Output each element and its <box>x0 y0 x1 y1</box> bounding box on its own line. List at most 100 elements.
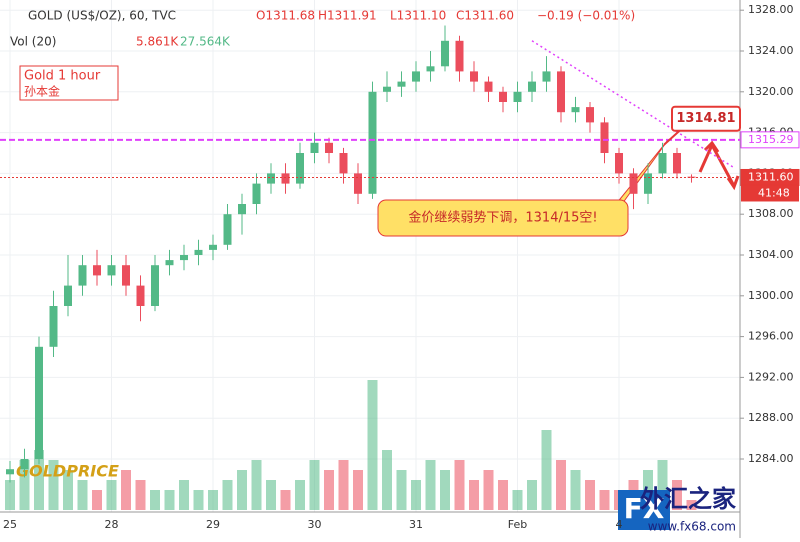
volume-bar <box>77 480 88 510</box>
candle-body <box>49 306 58 347</box>
candle-body <box>499 91 507 102</box>
candle-body <box>151 265 159 306</box>
candle-body <box>35 346 43 459</box>
candle-body <box>542 71 551 82</box>
volume-bar <box>266 480 276 510</box>
watermark-url: www.fx68.com <box>648 520 736 534</box>
volume-bar <box>657 460 668 510</box>
candle-body <box>673 153 681 174</box>
volume-bar <box>599 490 610 510</box>
candle-body <box>629 173 638 194</box>
volume-bar <box>48 460 59 510</box>
ohlc-high: H1311.91 <box>318 9 377 23</box>
volume-bar <box>672 480 682 510</box>
candle-body <box>687 176 696 178</box>
tag-title: Gold 1 hour <box>24 69 101 84</box>
annotation-box <box>377 199 629 237</box>
volume-ma: 27.564K <box>180 35 231 49</box>
volume-bar <box>512 490 523 510</box>
y-tick-label: 1288.00 <box>748 411 794 424</box>
countdown-tag <box>741 185 799 202</box>
candle-body <box>441 40 449 67</box>
annotation: 金价继续弱势下调，1314/15空! <box>408 210 597 226</box>
x-tick-label: 25 <box>3 518 17 531</box>
candle-body <box>107 265 116 276</box>
candle-body <box>339 153 348 174</box>
candle-body <box>223 214 232 245</box>
volume-bar <box>498 480 508 510</box>
volume-bar <box>309 460 320 510</box>
candle-body <box>557 71 565 113</box>
candle-body <box>383 86 391 92</box>
candle-body <box>325 142 333 153</box>
candle-body <box>281 173 290 184</box>
candle-body <box>571 107 580 113</box>
y-tick-label: 1304.00 <box>748 248 794 261</box>
candle-body <box>368 91 377 194</box>
price-tag-label: 1311.60 <box>748 170 794 183</box>
y-tick-label: 1292.00 <box>748 370 794 383</box>
watermark-cn: 外汇之家 <box>640 485 736 513</box>
candle-body <box>310 142 319 153</box>
candle-body <box>122 265 130 286</box>
candle-body <box>397 81 406 87</box>
volume-bar <box>324 470 334 510</box>
candle-body <box>658 153 667 174</box>
volume-bar <box>222 480 233 510</box>
y-tick-label: 1320.00 <box>748 85 794 98</box>
candle-body <box>470 71 478 82</box>
volume-bar <box>425 460 436 510</box>
candle-body <box>513 91 522 102</box>
candle-body <box>20 459 29 470</box>
candle-body <box>615 153 623 174</box>
volume-bar <box>686 500 697 510</box>
x-tick-label: 30 <box>308 518 322 531</box>
change: −0.19 (−0.01%) <box>537 9 635 23</box>
candle-body <box>93 265 101 276</box>
volume-bar <box>570 470 581 510</box>
candle-body <box>267 173 275 184</box>
y-tick-label: 1300.00 <box>748 289 794 302</box>
candle-body <box>6 469 14 475</box>
volume-bar <box>295 480 305 510</box>
candle-body <box>194 249 203 255</box>
x-tick-label: 4 <box>616 518 623 531</box>
tag-author: 孙本金 <box>24 84 60 99</box>
volume-bar <box>440 470 450 510</box>
candle-body <box>136 285 145 306</box>
candle-body <box>600 122 609 153</box>
price-tag-label: 1315.29 <box>748 133 794 146</box>
volume-bar <box>150 490 160 510</box>
ohlc-close: C1311.60 <box>456 9 514 23</box>
volume-title: Vol (20) <box>10 35 56 49</box>
volume-bar <box>396 470 407 510</box>
candle-body <box>412 71 420 82</box>
candle-body <box>209 244 217 250</box>
candle-body <box>528 81 536 92</box>
volume-bar <box>164 490 175 510</box>
candle-body <box>455 40 464 72</box>
ohlc-low: L1311.10 <box>390 9 446 23</box>
y-tick-label: 1328.00 <box>748 3 794 16</box>
watermark-logo <box>618 490 670 530</box>
ohlc-open: O1311.68 <box>256 9 315 23</box>
volume-value: 5.861K <box>136 35 179 49</box>
candle-body <box>64 285 72 306</box>
candle-body <box>165 260 174 266</box>
y-tick-label: 1296.00 <box>748 330 794 343</box>
volume-bar <box>527 480 537 510</box>
volume-bar <box>483 470 494 510</box>
volume-bar <box>367 380 378 510</box>
countdown: 41:48 <box>758 186 790 199</box>
tag-box <box>19 65 119 101</box>
volume-bar <box>121 470 131 510</box>
y-tick-label: 1324.00 <box>748 44 794 57</box>
volume-bar <box>106 480 117 510</box>
volume-bar <box>63 470 73 510</box>
watermark-fx: FX <box>624 492 665 525</box>
volume-bar <box>5 480 15 510</box>
y-tick-label: 1308.00 <box>748 207 794 220</box>
callout-label: 1314.81 <box>676 111 735 126</box>
